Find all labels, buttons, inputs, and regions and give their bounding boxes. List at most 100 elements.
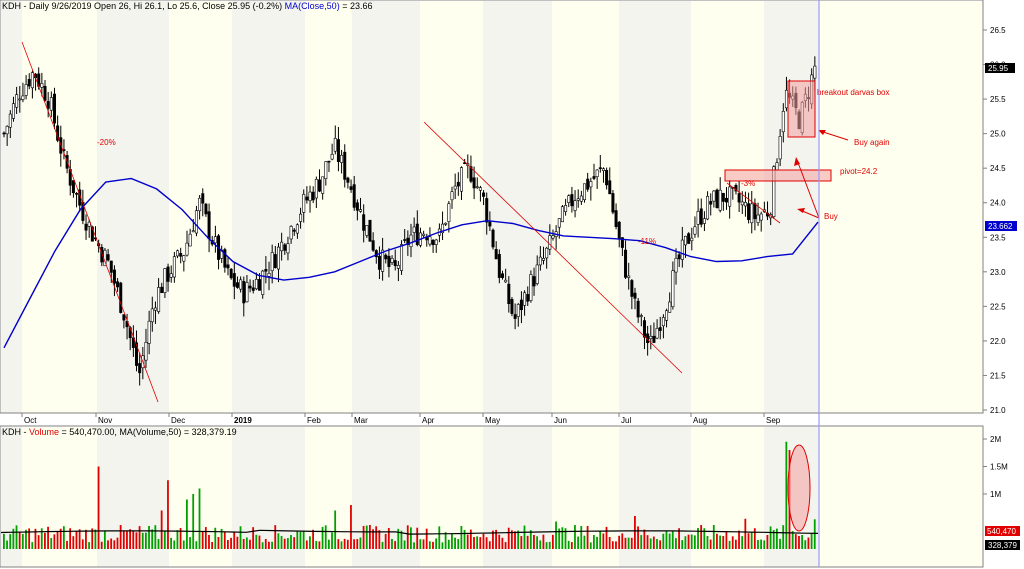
candle-body (545, 247, 549, 259)
volume-bar (659, 540, 662, 549)
candle-body (295, 224, 299, 234)
candle-body (198, 197, 202, 212)
volume-bar (570, 542, 573, 549)
volume-bar (365, 525, 368, 549)
candle-body (153, 307, 157, 311)
volume-bar (779, 538, 781, 549)
volume-bar (72, 536, 75, 549)
volume-bar (214, 527, 217, 549)
ma-line (3, 177, 819, 349)
volume-last-tag: 540,470 (985, 526, 1020, 536)
candle-body (286, 243, 290, 254)
volume-bar (185, 499, 188, 549)
volume-bar (249, 539, 251, 549)
volume-bar (801, 535, 804, 549)
volume-bar (734, 539, 737, 549)
candle-body (18, 98, 22, 101)
candle-body (627, 275, 631, 278)
month-band (764, 1, 819, 413)
candle-body (538, 256, 542, 266)
candle-body (611, 193, 615, 213)
volume-bar (81, 539, 84, 549)
candle-body (497, 254, 501, 278)
volume-bar (469, 529, 472, 549)
candle-body (674, 257, 678, 273)
volume-bar (662, 533, 665, 549)
volume-bar (299, 531, 302, 549)
candle-body (147, 320, 151, 344)
candle-body (693, 226, 697, 235)
month-band (1, 1, 22, 413)
volume-bar (75, 531, 78, 549)
candle-body (702, 218, 706, 224)
candle-body (305, 196, 309, 201)
candle-body (412, 226, 416, 233)
volume-bar (37, 535, 40, 549)
candle-body (381, 249, 385, 272)
volume-bar (384, 533, 387, 549)
volume-bar (592, 535, 595, 549)
candle-body (494, 249, 498, 260)
volume-bar (403, 540, 406, 549)
volume-bar (791, 531, 794, 549)
volume-bar (315, 540, 318, 549)
volume-bar (438, 526, 441, 549)
time-axis: Oct Nov Dec 2019 Feb Mar Apr May Jun Jul Aug Sep (21, 413, 781, 425)
candle-body (191, 230, 195, 233)
volume-bar (634, 516, 636, 549)
candle-body (276, 246, 280, 270)
volume-bar (548, 541, 551, 549)
time-tick-label: Dec (171, 416, 185, 425)
volume-bar (580, 526, 583, 549)
candle-body (699, 208, 703, 225)
volume-bar (785, 441, 788, 549)
annotation-buy: Buy (824, 212, 838, 221)
candle-body (772, 166, 776, 217)
candle-body (712, 190, 716, 202)
volume-tick-label: 2M (990, 435, 1001, 444)
volume-bar (706, 535, 709, 549)
volume-bar (31, 542, 34, 549)
candle-body (601, 168, 605, 171)
candle-body (232, 273, 236, 287)
candle-body (157, 287, 161, 312)
candle-body (93, 237, 97, 240)
volume-bar (337, 539, 340, 549)
candle-body (359, 209, 363, 212)
volume-bar (463, 529, 466, 549)
candle-body (90, 226, 94, 242)
volume-bar (794, 534, 797, 549)
candle-body (696, 211, 700, 225)
volume-bar (340, 541, 343, 549)
candle-body (30, 72, 34, 89)
volume-bar (290, 535, 292, 549)
volume-bar (400, 530, 403, 549)
candle-body (355, 202, 359, 211)
volume-bar (378, 530, 381, 549)
volume-bar (775, 528, 778, 549)
candle-body (630, 280, 634, 297)
candle-body (308, 191, 312, 202)
candle-body (207, 211, 211, 240)
candle-body (182, 255, 186, 262)
volume-bar (703, 528, 706, 549)
candle-body (428, 236, 432, 245)
volume-bars (3, 441, 816, 549)
volume-bar (460, 525, 463, 549)
volume-header: KDH - Volume = 540,470.00, MA(Volume,50)… (2, 427, 237, 437)
candle-body (500, 273, 504, 278)
price-tick-label: 23.5 (990, 233, 1006, 242)
candle-body (482, 192, 486, 197)
volume-bar (18, 531, 21, 549)
volume-bar (334, 510, 337, 549)
candle-body (529, 274, 533, 301)
annotations: -20% -11% -3% breakout darvas box pivot=… (21, 41, 890, 532)
volume-bar (59, 528, 62, 549)
candle-body (740, 201, 744, 206)
candle-body (169, 273, 173, 278)
time-tick-label: Oct (24, 416, 37, 425)
candle-body (579, 195, 583, 202)
time-tick-label: Apr (422, 416, 435, 425)
time-tick-label: Nov (98, 416, 112, 425)
volume-bar (217, 536, 220, 549)
